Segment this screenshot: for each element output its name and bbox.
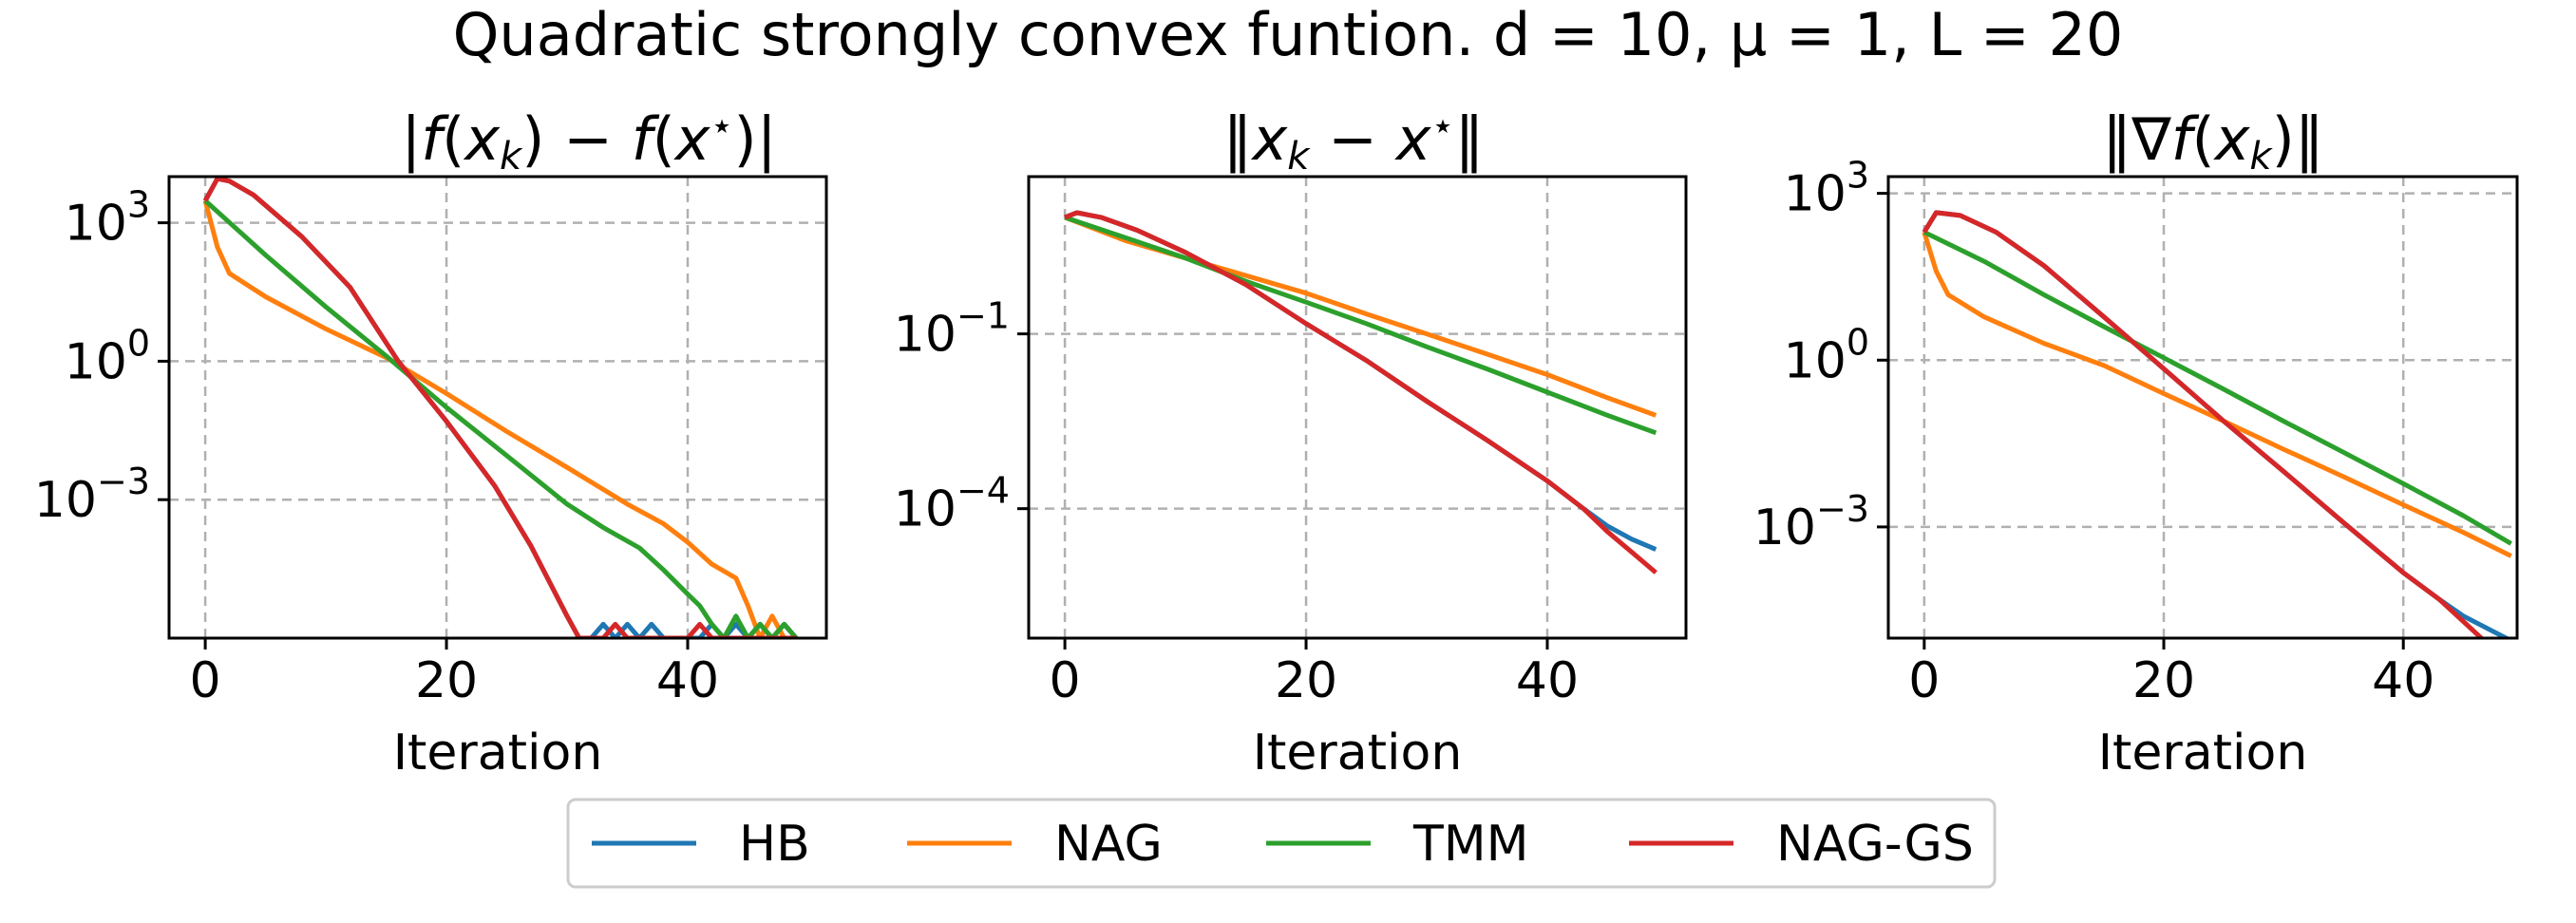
y-tick-exponent: 3 [1847, 155, 1869, 197]
y-tick-label: 103 [1784, 155, 1869, 223]
x-tick-label: 40 [1516, 652, 1579, 709]
y-tick-label: 10−1 [894, 295, 1010, 364]
y-tick-exponent: 3 [127, 184, 150, 226]
figure-suptitle: Quadratic strongly convex funtion. d = 1… [453, 0, 2124, 69]
axes-frame [1886, 175, 2519, 640]
x-tick-label: 20 [415, 652, 478, 709]
x-tick-label: 0 [1908, 652, 1940, 709]
series-line-nag-gs [1064, 210, 1657, 575]
y-tick-exponent: −3 [97, 461, 150, 502]
x-tick-label: 20 [1275, 652, 1337, 709]
panel-title-gradient-norm: ‖∇f(xk)‖ [2102, 104, 2324, 179]
y-tick-base: 10 [65, 333, 127, 390]
y-tick-base: 10 [34, 472, 97, 529]
y-tick-base: 10 [1784, 332, 1847, 389]
y-tick-label: 100 [65, 322, 150, 390]
series-line-tmm [203, 198, 799, 638]
y-tick-label: 10−4 [894, 470, 1010, 538]
x-tick-label: 20 [2132, 652, 2195, 709]
x-tick-label: 40 [2372, 652, 2434, 709]
series-line-nag-gs [202, 177, 797, 638]
series-line-nag [202, 199, 797, 638]
y-tick-exponent: 0 [127, 322, 150, 364]
legend: HB NAG TMM NAG-GS [566, 798, 1997, 889]
y-tick-label: 10−3 [1753, 488, 1869, 556]
y-tick-exponent: −3 [1816, 488, 1869, 530]
y-tick-base: 10 [1753, 499, 1816, 556]
legend-label-nag: NAG [1054, 816, 1163, 873]
x-axis-label-gradient-norm: Iteration [2098, 725, 2308, 782]
y-tick-exponent: −1 [957, 295, 1010, 337]
y-tick-exponent: −4 [957, 470, 1010, 512]
series-line-nag-gs [1922, 210, 2486, 638]
series-line-nag [1922, 231, 2512, 558]
x-tick-label: 40 [656, 652, 719, 709]
y-tick-base: 10 [894, 481, 957, 538]
panel-title-function-gap: |f(xk) − f(x⋆)| [401, 104, 776, 179]
series-line-tmm [1923, 230, 2512, 546]
series-line-tmm [1064, 215, 1657, 436]
y-tick-base: 10 [894, 307, 957, 364]
y-tick-base: 10 [65, 196, 127, 253]
series-line-hb [202, 177, 799, 638]
axes-frame [167, 175, 828, 640]
y-tick-label: 103 [65, 184, 150, 253]
y-tick-exponent: 0 [1847, 321, 1869, 363]
legend-label-nag-gs: NAG-GS [1776, 816, 1974, 873]
axes-frame [1027, 175, 1688, 640]
y-tick-label: 100 [1784, 321, 1869, 389]
x-tick-label: 0 [1050, 652, 1081, 709]
y-tick-label: 10−3 [34, 461, 150, 529]
y-tick-base: 10 [1784, 166, 1847, 223]
x-axis-label-iterate-error: Iteration [1253, 725, 1463, 782]
panel-title-iterate-error: ‖xk − x⋆‖ [1223, 104, 1485, 179]
legend-label-hb: HB [739, 816, 810, 873]
legend-label-tmm: TMM [1412, 816, 1529, 873]
x-axis-label-function-gap: Iteration [393, 725, 603, 782]
x-tick-label: 0 [190, 652, 221, 709]
